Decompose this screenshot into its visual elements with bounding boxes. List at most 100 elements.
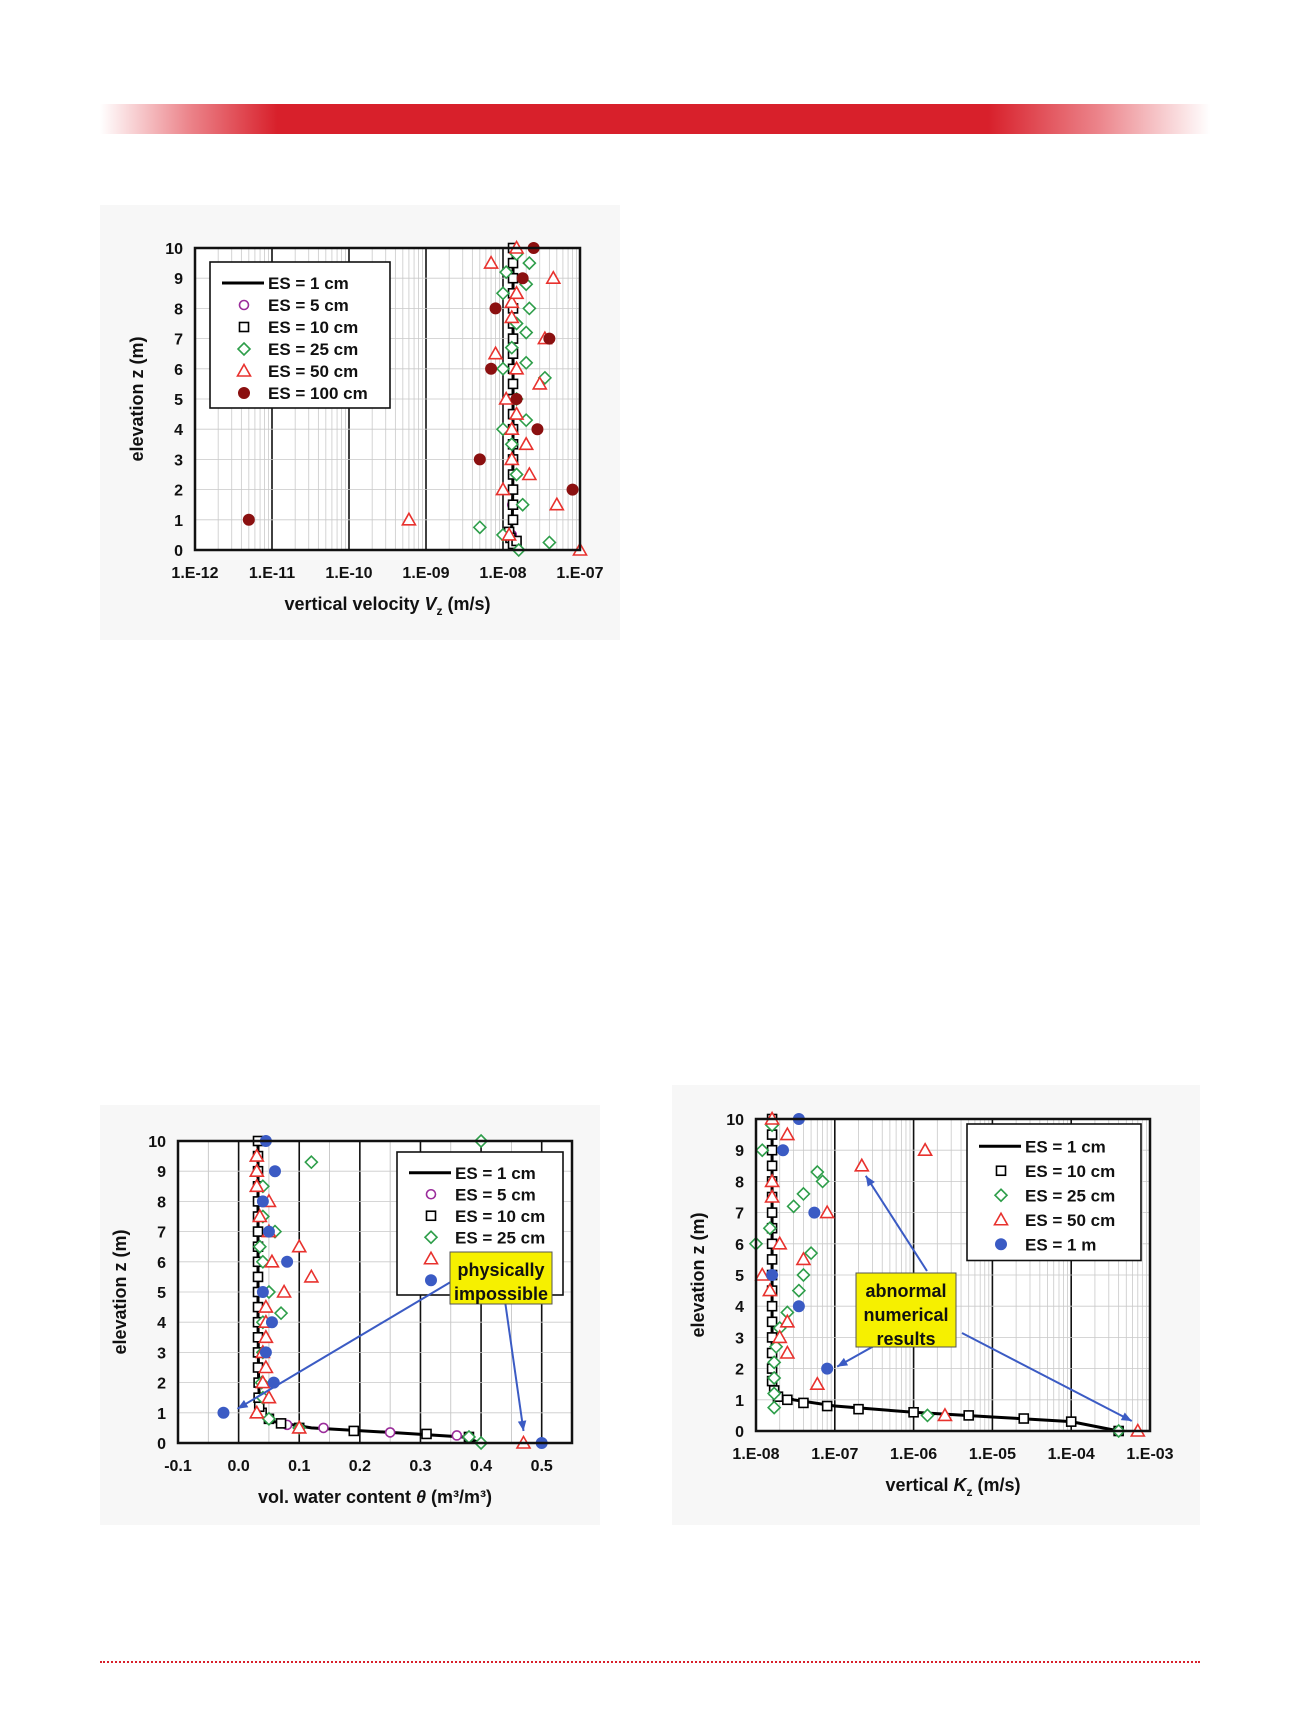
x-tick-label: 1.E-08	[732, 1446, 779, 1463]
data-point	[421, 1428, 432, 1440]
data-point	[764, 1188, 780, 1203]
x-axis-label-text: vertical	[885, 1475, 953, 1495]
data-point	[766, 1300, 778, 1312]
legend-entry: ES = 100 cm	[268, 384, 368, 403]
conductivity-chart: 1.E-08 1.E-07 1.E-06 1.E-05 1.E-04 1.E-03 0 1 2 3…	[688, 1110, 1174, 1499]
data-point	[258, 1329, 274, 1344]
annotation-arrow-line	[504, 1300, 525, 1432]
legend-box	[209, 261, 391, 409]
y-tick-label: 9	[735, 1143, 744, 1160]
y-tick-label: 0	[174, 543, 183, 560]
data-point	[273, 1306, 289, 1321]
data-point	[254, 1374, 271, 1389]
data-point	[786, 1199, 801, 1214]
data-point	[766, 1316, 778, 1328]
legend-marker-swatch	[238, 299, 250, 311]
legend-marker-swatch	[423, 1250, 439, 1265]
data-point	[522, 255, 537, 271]
y-tick-label: 9	[157, 1164, 166, 1181]
water-content-chart: -0.1 0.0 0.1 0.2 0.3 0.4 0.5 0 1 2 3 4 5 6 7 8 9 10 vol. w…	[110, 1133, 574, 1507]
data-point	[472, 520, 487, 535]
annotation-arrowhead	[865, 1175, 875, 1187]
legend-entry: ES = 25 cm	[1025, 1186, 1115, 1205]
y-tick-label: 1	[735, 1393, 744, 1410]
y-tick-label: 10	[165, 241, 183, 258]
x-tick-label: 1.E-06	[890, 1446, 937, 1463]
plot-frame	[754, 1117, 1152, 1433]
data-point	[508, 360, 525, 375]
data-point	[809, 1376, 826, 1391]
annotation-text: abnormal numerical results	[863, 1281, 948, 1349]
y-tick-label: 8	[157, 1194, 166, 1211]
x-tick-label: 1.E-07	[556, 565, 603, 582]
data-point	[508, 285, 525, 300]
y-tick-label: 3	[174, 452, 183, 469]
data-point	[796, 1267, 811, 1283]
y-tick-label: 9	[174, 271, 183, 288]
data-point	[252, 1226, 264, 1237]
y-tick-label: 7	[174, 332, 183, 349]
data-point	[304, 1155, 319, 1170]
y-tick-label: 0	[157, 1436, 166, 1453]
legend-entry: ES = 1 cm	[455, 1164, 536, 1183]
x-axis-variable: K	[954, 1475, 969, 1495]
data-point	[779, 1313, 796, 1328]
y-axis-label: elevation z (m)	[110, 1229, 130, 1354]
annotation-arrow-line	[864, 1175, 928, 1272]
y-tick-label: 3	[157, 1345, 166, 1362]
x-axis-label: vertical velocity Vz (m/s)	[284, 594, 490, 618]
legend-entry: ES = 1 m	[1025, 1235, 1096, 1254]
data-point	[791, 1283, 807, 1298]
legend-entry: ES = 5 cm	[455, 1185, 536, 1204]
data-point	[937, 1407, 953, 1422]
data-point	[764, 1173, 780, 1188]
data-point	[771, 1235, 788, 1250]
data-point	[258, 1298, 274, 1313]
data-point	[489, 302, 502, 315]
data-point	[507, 378, 519, 390]
data-point	[516, 272, 529, 285]
data-point	[276, 1283, 292, 1298]
footer-dotted-rule	[100, 1661, 1200, 1663]
data-point	[495, 286, 511, 301]
data-point	[821, 1400, 833, 1412]
y-tick-label: 2	[735, 1362, 744, 1379]
data-point	[499, 265, 514, 280]
legend-entry: ES = 1 cm	[268, 274, 349, 293]
legend-entry: ES = 10 cm	[268, 318, 358, 337]
data-point	[401, 511, 417, 526]
data-point	[819, 1204, 836, 1219]
data-point	[252, 1239, 267, 1254]
series-es-5-cm	[281, 1419, 463, 1441]
y-tick-label: 4	[735, 1299, 744, 1316]
data-point	[920, 1408, 935, 1423]
data-point	[796, 1186, 811, 1202]
data-point	[767, 1386, 782, 1401]
legend-marker-swatch	[993, 1211, 1009, 1226]
data-point	[766, 1254, 778, 1265]
data-point	[519, 325, 534, 340]
x-axis-unit: (m/s)	[443, 594, 491, 614]
annotation-arrow-line	[961, 1332, 1133, 1422]
data-point	[451, 1430, 463, 1441]
data-point	[853, 1403, 864, 1415]
legend: ES = 1 cm ES = 5 cm ES = 10 cm ES = 25 cm ES…	[209, 261, 391, 409]
data-point	[251, 1208, 268, 1223]
data-point	[291, 1238, 308, 1253]
data-point	[265, 1316, 278, 1329]
data-point	[258, 1359, 274, 1374]
data-point	[1018, 1413, 1030, 1424]
data-point	[548, 496, 565, 511]
y-axis-label: elevation z (m)	[127, 336, 147, 461]
y-tick-label: 4	[157, 1315, 166, 1332]
x-axis-label-text: vol. water content	[258, 1487, 416, 1507]
velocity-chart: 1.E-12 1.E-11 1.E-10 1.E-09 1.E-08 1.E-07 0 1 2 3…	[127, 239, 604, 618]
chart-panel-velocity: 1.E-12 1.E-11 1.E-10 1.E-09 1.E-08 1.E-07 0 1 2 3…	[100, 205, 620, 640]
y-tick-label: 8	[174, 301, 183, 318]
plot-frame	[176, 1139, 574, 1445]
data-point	[543, 332, 556, 345]
x-tick-label: 1.E-10	[325, 565, 372, 582]
data-point	[798, 1397, 809, 1409]
y-tick-label: 7	[735, 1206, 744, 1223]
data-point	[248, 1178, 265, 1193]
